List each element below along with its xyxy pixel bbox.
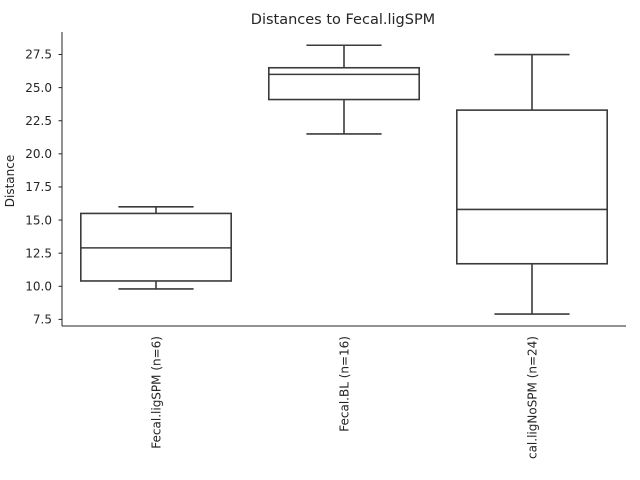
chart-title: Distances to Fecal.ligSPM: [251, 12, 435, 28]
y-tick-label: 27.5: [25, 48, 52, 62]
box-3: [455, 53, 608, 315]
y-tick-label: 17.5: [25, 180, 52, 194]
y-axis-label: Distance: [3, 155, 17, 207]
box-1: [80, 206, 232, 290]
y-axis: 7.5 10.0 12.5 15.0 17.5 20.0 22.5 25.0 27.5: [25, 48, 62, 327]
x-axis: Fecal.ligSPM (n=6) Fecal.BL (n=16) cal.lig…: [150, 336, 540, 459]
y-tick-label: 15.0: [25, 213, 52, 227]
y-tick-label: 25.0: [25, 81, 52, 95]
x-tick-label: Fecal.BL (n=16): [338, 336, 352, 432]
y-tick-label: 7.5: [33, 313, 52, 327]
box-2: [267, 44, 420, 135]
y-tick-label: 10.0: [25, 279, 52, 293]
boxes: [80, 44, 608, 315]
y-tick-label: 12.5: [25, 246, 52, 260]
interquartile-box: [455, 109, 608, 265]
interquartile-box: [267, 66, 420, 101]
x-tick-label: cal.ligNoSPM (n=24): [526, 336, 540, 459]
x-tick-label: Fecal.ligSPM (n=6): [150, 336, 164, 449]
y-tick-label: 22.5: [25, 114, 52, 128]
y-tick-label: 20.0: [25, 147, 52, 161]
